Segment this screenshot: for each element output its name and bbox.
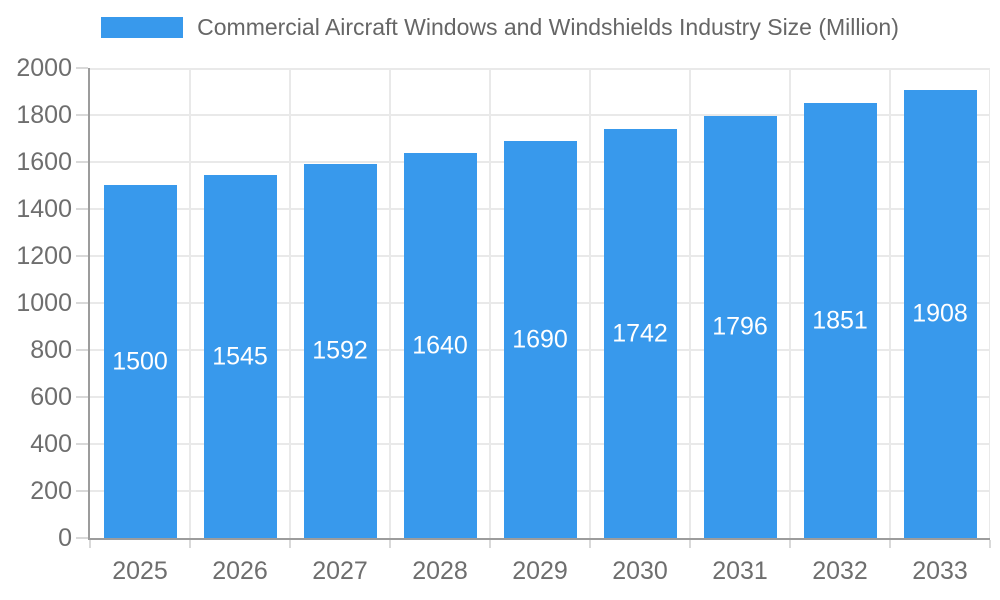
x-axis-tick-label: 2031 bbox=[712, 557, 768, 585]
y-axis-tick bbox=[76, 302, 88, 304]
chart-legend[interactable]: Commercial Aircraft Windows and Windshie… bbox=[0, 14, 1000, 41]
x-axis-tick-label: 2025 bbox=[112, 557, 168, 585]
y-axis-tick bbox=[76, 161, 88, 163]
x-axis-tick bbox=[889, 540, 891, 548]
gridline-vertical bbox=[589, 68, 591, 538]
gridline-vertical bbox=[689, 68, 691, 538]
bar-2028: 1640 bbox=[403, 153, 477, 538]
bar-value-label: 1851 bbox=[812, 306, 868, 334]
y-axis-tick-label: 1800 bbox=[16, 101, 72, 129]
x-axis-tick-label: 2028 bbox=[412, 557, 468, 585]
x-axis-tick bbox=[789, 540, 791, 548]
y-axis-tick bbox=[76, 537, 88, 539]
bar-2032: 1851 bbox=[803, 103, 877, 538]
bar-value-label: 1500 bbox=[112, 347, 168, 375]
x-axis-tick bbox=[189, 540, 191, 548]
gridline-vertical bbox=[489, 68, 491, 538]
gridline-vertical bbox=[889, 68, 891, 538]
bar-value-label: 1690 bbox=[512, 325, 568, 353]
y-axis-tick bbox=[76, 67, 88, 69]
y-axis-tick-label: 800 bbox=[30, 336, 72, 364]
x-axis-tick-label: 2026 bbox=[212, 557, 268, 585]
y-axis-tick bbox=[76, 114, 88, 116]
bar-2030: 1742 bbox=[603, 129, 677, 538]
y-axis-labels: 0 200 400 600 800 1000 1200 1400 1600 1800 2000 bbox=[0, 54, 72, 552]
bar-value-label: 1545 bbox=[212, 342, 268, 370]
y-axis-tick bbox=[76, 255, 88, 257]
x-axis-tick-marks bbox=[88, 540, 992, 548]
y-axis-tick-label: 200 bbox=[30, 477, 72, 505]
bar-value-label: 1640 bbox=[412, 331, 468, 359]
x-axis-tick-label: 2029 bbox=[512, 557, 568, 585]
y-axis-tick-label: 400 bbox=[30, 430, 72, 458]
x-axis-tick-label: 2032 bbox=[812, 557, 868, 585]
bar-2029: 1690 bbox=[503, 141, 577, 538]
y-axis-tick-label: 1000 bbox=[16, 289, 72, 317]
x-axis-tick bbox=[989, 540, 991, 548]
x-axis-tick bbox=[289, 540, 291, 548]
y-axis-tick bbox=[76, 443, 88, 445]
gridline-vertical bbox=[789, 68, 791, 538]
y-axis-tick-label: 1200 bbox=[16, 242, 72, 270]
bar-value-label: 1796 bbox=[712, 312, 768, 341]
gridline-horizontal bbox=[90, 114, 990, 116]
gridline-vertical bbox=[989, 68, 990, 538]
x-axis-tick-label: 2027 bbox=[312, 557, 368, 585]
x-axis-tick bbox=[689, 540, 691, 548]
x-axis-tick-label: 2033 bbox=[912, 557, 968, 585]
bar-2026: 1545 bbox=[203, 175, 277, 538]
legend-label: Commercial Aircraft Windows and Windshie… bbox=[197, 14, 899, 40]
x-axis-tick bbox=[89, 540, 91, 548]
x-axis-tick bbox=[389, 540, 391, 548]
gridline-horizontal bbox=[90, 68, 990, 70]
x-axis-tick-label: 2030 bbox=[612, 557, 668, 585]
y-axis-tick bbox=[76, 490, 88, 492]
y-axis-tick bbox=[76, 396, 88, 398]
bar-2027: 1592 bbox=[303, 164, 377, 538]
y-axis-tick-label: 1600 bbox=[16, 148, 72, 176]
y-axis-tick bbox=[76, 349, 88, 351]
gridline-vertical bbox=[389, 68, 391, 538]
gridline-vertical bbox=[189, 68, 191, 538]
plot-area: 1500 1545 1592 1640 1690 1742 1796 1851 1908 bbox=[88, 68, 990, 540]
y-axis-tick-label: 600 bbox=[30, 383, 72, 411]
y-axis-tick-label: 1400 bbox=[16, 195, 72, 223]
bar-2033: 1908 bbox=[903, 90, 977, 538]
y-axis-tick-label: 0 bbox=[58, 524, 72, 552]
y-axis-tick-marks bbox=[76, 67, 88, 548]
bar-value-label: 1592 bbox=[312, 336, 368, 365]
bar-value-label: 1742 bbox=[612, 319, 668, 347]
bar-value-label: 1908 bbox=[912, 299, 968, 328]
x-axis-labels: 2025 2026 2027 2028 2029 2030 2031 2032 2033 bbox=[88, 554, 992, 588]
legend-color-swatch bbox=[101, 17, 184, 38]
y-axis-tick bbox=[76, 208, 88, 210]
bar-2031: 1796 bbox=[703, 116, 777, 538]
x-axis-tick bbox=[489, 540, 491, 548]
x-axis-tick bbox=[589, 540, 591, 548]
y-axis-tick-label: 2000 bbox=[16, 54, 72, 82]
bar-2025: 1500 bbox=[103, 185, 177, 538]
gridline-vertical bbox=[289, 68, 291, 538]
